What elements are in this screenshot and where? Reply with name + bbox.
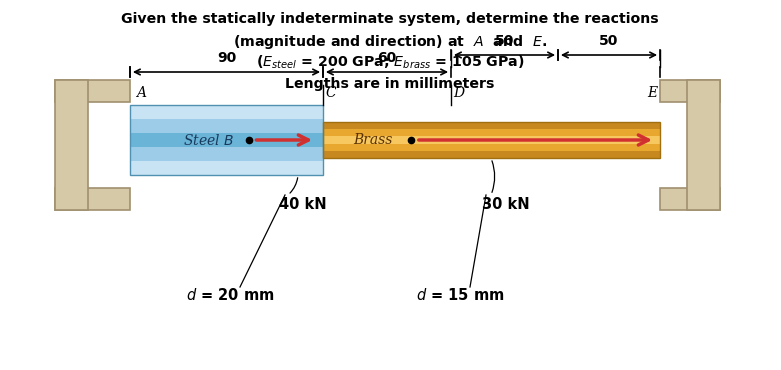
- Text: Lengths are in millimeters: Lengths are in millimeters: [285, 77, 494, 91]
- Text: C: C: [325, 86, 336, 100]
- Text: (magnitude and direction) at  $A$  and  $E$.: (magnitude and direction) at $A$ and $E$…: [233, 33, 547, 51]
- Bar: [323, 129, 660, 137]
- Text: $d$ = 20 mm: $d$ = 20 mm: [186, 287, 274, 303]
- Bar: [55, 80, 130, 102]
- Text: $d$ = 15 mm: $d$ = 15 mm: [415, 287, 505, 303]
- Bar: [130, 119, 323, 133]
- Text: 40 kN: 40 kN: [279, 197, 326, 212]
- Bar: [323, 122, 660, 129]
- Bar: [660, 80, 720, 102]
- Bar: [130, 161, 323, 175]
- Text: Steel $B$: Steel $B$: [183, 132, 234, 148]
- Bar: [323, 122, 660, 158]
- Bar: [55, 188, 130, 210]
- Text: 90: 90: [217, 51, 236, 65]
- Text: D: D: [453, 86, 464, 100]
- Text: E: E: [647, 86, 657, 100]
- Bar: [130, 133, 323, 147]
- Text: 60: 60: [377, 51, 397, 65]
- Bar: [687, 80, 720, 210]
- Bar: [323, 137, 660, 144]
- Text: 30 kN: 30 kN: [482, 197, 530, 212]
- Bar: [130, 102, 660, 188]
- Bar: [323, 151, 660, 158]
- Bar: [130, 147, 323, 161]
- Bar: [55, 80, 88, 210]
- Bar: [660, 188, 720, 210]
- Text: Brass: Brass: [353, 133, 393, 147]
- Text: 50: 50: [599, 34, 619, 48]
- Bar: [130, 105, 323, 119]
- Text: 50: 50: [495, 34, 514, 48]
- Text: ($E_{steel}$ = 200 GPa; $E_{brass}$ = 105 GPa): ($E_{steel}$ = 200 GPa; $E_{brass}$ = 10…: [255, 54, 524, 71]
- Bar: [323, 144, 660, 151]
- Text: A: A: [136, 86, 146, 100]
- Bar: [130, 105, 323, 175]
- Text: Given the statically indeterminate system, determine the reactions: Given the statically indeterminate syste…: [121, 12, 659, 26]
